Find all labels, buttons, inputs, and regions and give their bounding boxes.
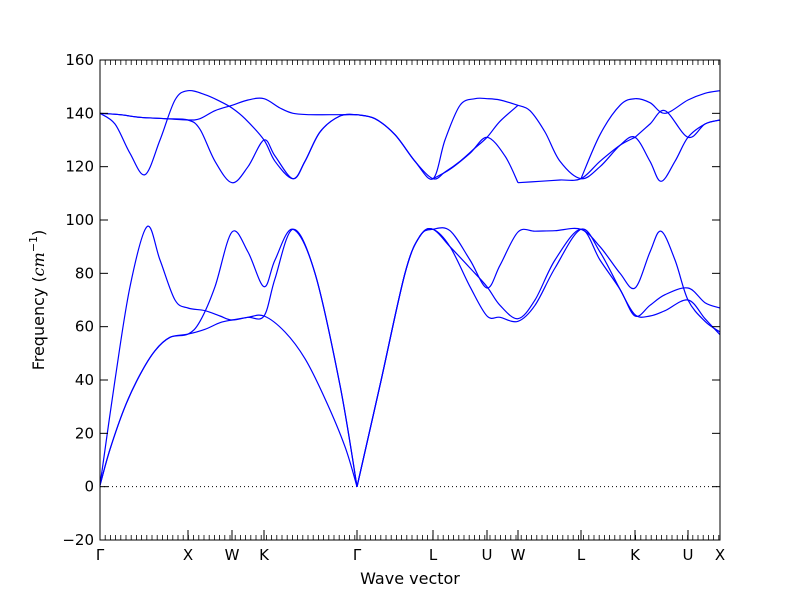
band-line-6 — [356, 227, 721, 487]
x-tick-label: K — [259, 546, 270, 564]
x-tick-label: X — [715, 546, 725, 564]
band-line-9 — [99, 112, 358, 184]
y-axis-label-exponent: −1 — [27, 236, 40, 252]
y-tick-label: 0 — [84, 478, 94, 496]
band-line-16 — [634, 109, 721, 139]
x-tick-label: L — [429, 546, 438, 564]
band-line-2 — [99, 228, 358, 487]
x-tick-label: L — [577, 546, 586, 564]
series-layer — [99, 89, 721, 487]
y-tick-label: 60 — [75, 318, 94, 336]
y-tick-label: 100 — [65, 211, 94, 229]
x-tick-label: U — [482, 546, 493, 564]
y-axis-label-unit: cm — [29, 252, 48, 276]
band-line-5 — [356, 228, 721, 487]
x-tick-label: W — [511, 546, 526, 564]
band-line-3 — [99, 225, 358, 487]
x-axis-label: Wave vector — [360, 569, 460, 588]
x-tick-label: Γ — [353, 546, 362, 564]
band-line-15 — [580, 90, 721, 179]
y-tick-label: −20 — [62, 531, 94, 549]
y-axis-label-text: Frequency ( — [29, 276, 48, 370]
x-tick-label: U — [683, 546, 694, 564]
x-tick-label: Γ — [96, 546, 105, 564]
x-tick-label: K — [630, 546, 641, 564]
band-line-11 — [356, 97, 519, 180]
band-line-4 — [356, 228, 721, 487]
band-line-13 — [517, 104, 721, 182]
y-tick-label: 80 — [75, 264, 94, 282]
band-line-12 — [432, 136, 519, 183]
y-tick-label: 40 — [75, 371, 94, 389]
x-tick-label: X — [183, 546, 193, 564]
x-tick-label: W — [225, 546, 240, 564]
band-line-14 — [517, 136, 636, 184]
y-tick-label: 160 — [65, 51, 94, 69]
y-tick-label: 20 — [75, 424, 94, 442]
band-line-1 — [99, 314, 358, 487]
y-axis-label: Frequency (cm−1) — [27, 230, 48, 371]
y-axis-label-close: ) — [29, 230, 48, 236]
plot-frame — [99, 59, 721, 541]
y-ticks: −20 0 20 40 60 80 100 120 140 160 — [62, 51, 720, 549]
y-tick-label: 120 — [65, 158, 94, 176]
y-tick-label: 140 — [65, 104, 94, 122]
